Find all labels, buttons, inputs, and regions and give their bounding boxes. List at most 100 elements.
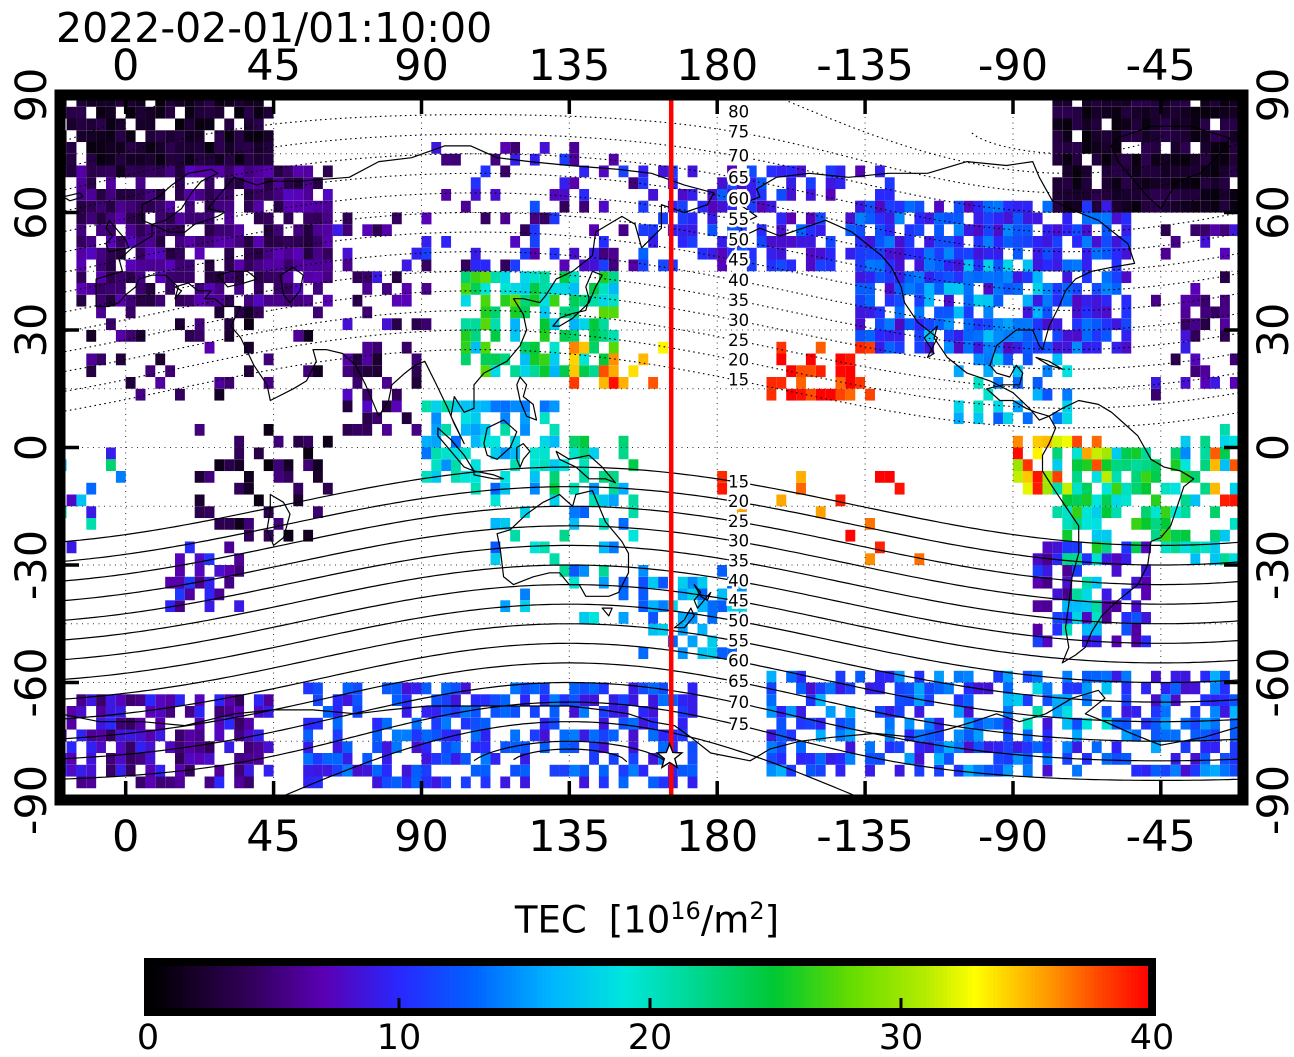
tec-cell [914,694,925,707]
tec-cell [973,353,984,366]
tec-cell [884,212,895,225]
tec-cell [717,236,728,248]
tec-cell [194,283,205,295]
tec-cell [263,353,274,366]
tec-cell [1121,330,1132,342]
tec-cell [944,271,954,284]
tec-cell [1151,459,1161,472]
tec-cell [1220,706,1230,718]
tec-cell [1082,271,1092,284]
tec-cell [313,177,323,190]
tec-cell [253,189,264,201]
tec-cell [293,200,304,213]
tec-cell [76,236,87,248]
tec-cell [382,753,392,765]
colorbar-tick-label: 30 [879,1018,924,1057]
tec-cell [1210,306,1220,319]
tec-cell [401,764,412,777]
tec-cell [441,459,452,472]
tec-cell [1131,482,1142,495]
tec-cell [322,224,333,237]
tec-cell [303,330,314,342]
tec-cell [480,729,491,742]
tec-cell [342,259,353,272]
colorbar-gradient-step [658,962,664,1012]
tec-cell [411,729,422,742]
tec-cell [342,424,353,436]
tec-cell [569,365,580,378]
tec-cell [263,706,274,718]
tec-cell [953,341,964,354]
tec-cell [845,377,856,389]
tec-cell [1052,283,1063,295]
tec-cell [865,247,875,260]
tec-cell [658,776,668,789]
colorbar-gradient-step [1122,962,1128,1012]
tec-cell [184,541,195,554]
tec-cell [1072,717,1082,730]
tec-cell [589,294,599,307]
tec-cell [490,400,501,413]
tec-cell [529,212,540,225]
tec-cell [342,694,353,707]
tec-cell [441,741,452,754]
tec-cell [480,212,491,225]
tec-cell [914,341,925,354]
tec-cell [510,306,521,319]
coastline [60,689,1243,762]
tec-cell [894,236,905,248]
tec-cell [1003,670,1013,683]
tec-cell [835,165,846,178]
tec-cell [86,212,97,225]
tec-cell [332,741,343,754]
tec-cell [1131,576,1142,589]
colorbar-gradient-step [993,962,998,1012]
tec-cell [510,236,521,248]
colorbar-gradient-step [1072,962,1078,1012]
tec-cell [1082,506,1092,519]
tec-cell [175,388,185,401]
tec-cell [244,106,254,119]
colorbar-gradient-step [1030,962,1036,1012]
tec-cell [953,306,964,319]
tec-cell [638,565,649,577]
tec-cell [638,353,649,366]
tec-cell [1013,400,1023,413]
tec-cell [608,353,619,366]
contour-north [60,153,1243,233]
colorbar-title: TEC [1016/m2] [0,897,1294,941]
tec-cell [1101,130,1112,143]
tec-cell [1062,588,1073,601]
tec-cell [1042,306,1053,319]
colorbar-gradient-step [319,962,325,1012]
tec-cell [1180,670,1191,683]
tec-cell [204,106,215,119]
tec-cell [224,377,235,389]
tec-cell [1042,294,1053,307]
tec-cell [1062,576,1073,589]
tec-cell [1032,600,1043,613]
tec-cell [342,682,353,695]
colorbar-gradient-step [486,962,492,1012]
tec-cell [1180,529,1191,542]
tec-cell [194,553,205,566]
colorbar-gradient-step [1005,962,1011,1012]
contour-label-north: 30 [728,311,749,330]
tec-cell [1141,682,1151,695]
tec-cell [263,741,274,754]
tec-cell [618,717,629,730]
tec-cell [520,271,530,284]
tec-cell [1101,600,1112,613]
tec-cell [293,494,304,507]
tec-cell [135,224,146,237]
tec-cell [1151,95,1161,107]
tec-cell [1062,118,1073,131]
tec-cell [1229,764,1240,777]
tec-cell [1220,165,1230,178]
tec-cell [1180,142,1191,154]
tec-cell [510,459,521,472]
tec-cell [1180,165,1191,178]
tec-cell [618,518,629,530]
tec-cell [1042,471,1053,483]
